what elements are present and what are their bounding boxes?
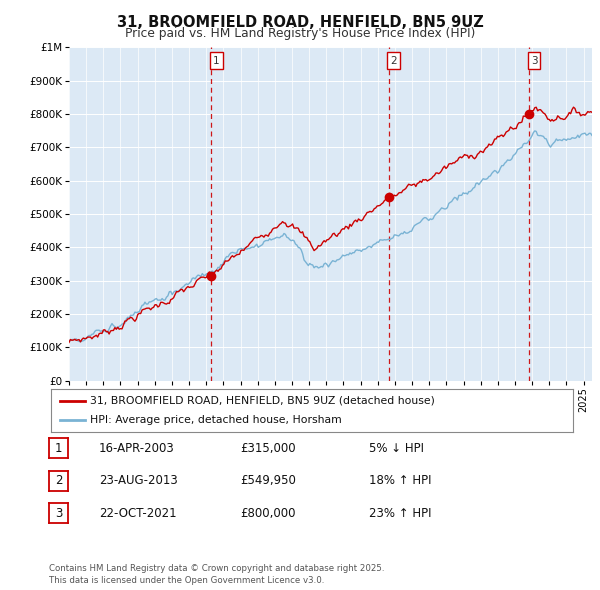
Text: £549,950: £549,950 [240,474,296,487]
Text: 31, BROOMFIELD ROAD, HENFIELD, BN5 9UZ (detached house): 31, BROOMFIELD ROAD, HENFIELD, BN5 9UZ (… [90,396,435,406]
Text: 3: 3 [55,507,62,520]
Text: 16-APR-2003: 16-APR-2003 [99,442,175,455]
Text: 2: 2 [55,474,62,487]
Text: 31, BROOMFIELD ROAD, HENFIELD, BN5 9UZ: 31, BROOMFIELD ROAD, HENFIELD, BN5 9UZ [116,15,484,30]
Text: 23% ↑ HPI: 23% ↑ HPI [369,507,431,520]
Text: £315,000: £315,000 [240,442,296,455]
Text: 2: 2 [391,55,397,65]
Text: 3: 3 [531,55,538,65]
Text: 5% ↓ HPI: 5% ↓ HPI [369,442,424,455]
Text: Price paid vs. HM Land Registry's House Price Index (HPI): Price paid vs. HM Land Registry's House … [125,27,475,40]
Text: 1: 1 [55,442,62,455]
Text: Contains HM Land Registry data © Crown copyright and database right 2025.
This d: Contains HM Land Registry data © Crown c… [49,564,385,585]
Text: 18% ↑ HPI: 18% ↑ HPI [369,474,431,487]
Text: 22-OCT-2021: 22-OCT-2021 [99,507,176,520]
Text: 23-AUG-2013: 23-AUG-2013 [99,474,178,487]
Text: 1: 1 [213,55,220,65]
Text: £800,000: £800,000 [240,507,296,520]
Text: HPI: Average price, detached house, Horsham: HPI: Average price, detached house, Hors… [90,415,342,425]
